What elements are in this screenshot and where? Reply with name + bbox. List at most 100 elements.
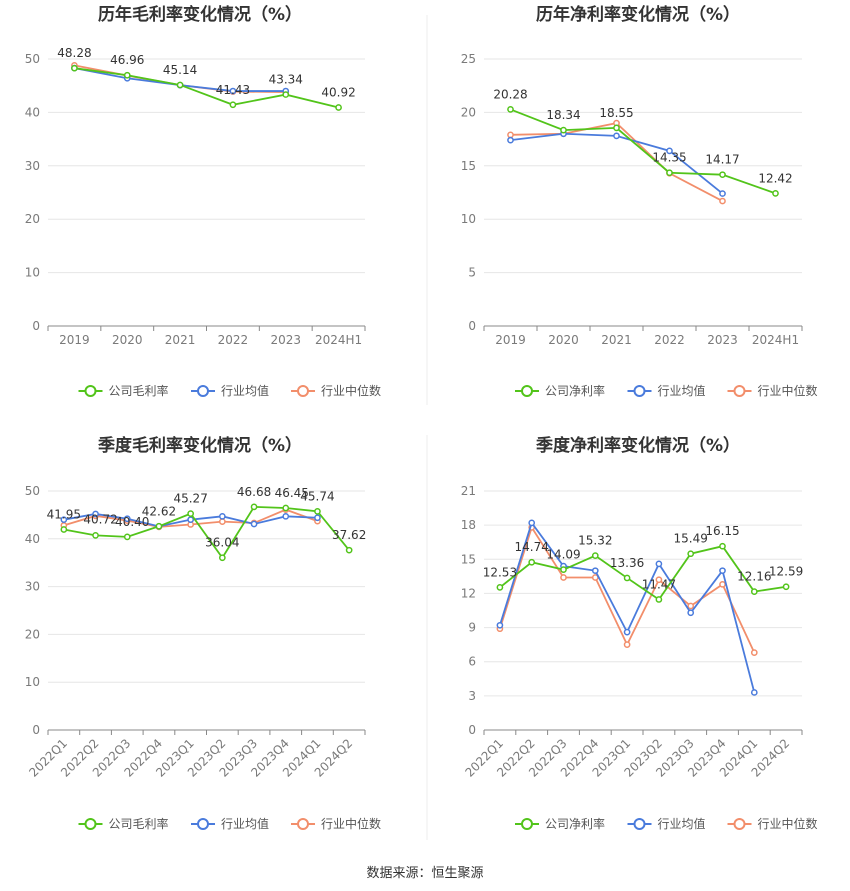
data-point-3 [655,576,663,584]
chart-title: 历年毛利率变化情况（%） [98,4,302,25]
data-point-3 [219,518,226,525]
data-label: 41.43 [216,83,250,97]
legend-item-2: 行业均值 [627,383,706,398]
data-point-1 [591,552,599,559]
y-tick-label: 0 [468,723,476,737]
legend-label: 公司毛利率 [109,383,169,398]
legend-item-1: 公司毛利率 [78,816,169,831]
chart-4: 季度净利率变化情况（%）0369121518212022Q12022Q22022… [461,435,818,831]
data-point-1 [623,574,631,582]
legend-item-1: 公司毛利率 [78,383,169,398]
data-point-2 [507,136,514,144]
legend-marker [633,818,646,830]
data-source: 数据来源：恒生聚源 [366,866,484,881]
legend-marker [197,818,209,830]
series-line-1 [63,505,350,560]
data-label: 36.04 [205,536,239,550]
data-label: 16.15 [705,524,739,538]
data-point-1 [528,558,536,566]
y-tick-label: 12 [461,586,476,600]
legend-item-1: 公司净利率 [515,816,605,831]
y-tick-label: 30 [25,159,40,173]
data-point-1 [613,124,620,132]
legend-label: 行业中位数 [758,816,818,831]
data-point-1 [560,126,567,134]
legend-label: 行业均值 [658,816,706,831]
legend-marker [633,385,646,397]
legend-item-3: 行业中位数 [727,816,818,831]
data-point-3 [507,131,514,139]
x-tick-label: 2024H1 [752,333,799,347]
data-point-3 [719,580,726,588]
x-tick-label: 2023 [270,333,301,347]
data-point-1 [719,542,726,550]
data-point-1 [666,169,673,177]
data-point-2 [314,514,321,522]
legend-item-3: 行业中位数 [291,816,381,831]
y-tick-label: 15 [461,159,476,173]
data-point-2 [687,609,695,617]
legend-label: 行业均值 [658,383,706,398]
legend-label: 公司净利率 [545,816,605,831]
data-point-1 [772,190,779,197]
data-label: 46.68 [237,485,271,499]
chart-3: 季度毛利率变化情况（%）010203040502022Q12022Q22022Q… [25,435,381,831]
legend-label: 公司净利率 [545,383,605,398]
y-tick-label: 15 [461,552,476,566]
data-label: 14.74 [515,540,549,554]
data-point-1 [71,64,78,72]
data-label: 45.27 [173,492,207,506]
legend-marker [84,385,97,397]
data-point-1 [719,171,726,179]
data-label: 12.59 [769,565,803,579]
legend-item-2: 行业均值 [627,816,706,831]
data-point-1 [314,508,321,515]
data-label: 14.17 [705,153,739,167]
y-tick-label: 50 [25,484,40,498]
data-point-1 [282,91,290,98]
y-tick-label: 21 [461,484,476,498]
data-point-1 [560,566,567,573]
data-point-1 [507,106,514,113]
data-point-1 [123,71,131,79]
data-point-2 [528,519,536,527]
x-tick-label: 2021 [601,333,632,347]
data-label: 20.28 [493,87,527,101]
data-point-2 [591,567,599,575]
data-label: 15.49 [674,532,708,546]
chart-1: 历年毛利率变化情况（%） 0 10 20 30 40 50 2019 2020 2021 2022 2… [25,4,381,398]
x-tick-label: 2020 [548,333,579,347]
legend-label: 行业中位数 [321,383,381,398]
x-tick-label: 2020 [112,333,143,347]
data-point-3 [750,649,758,656]
data-point-2 [655,560,663,568]
legend-item-2: 行业均值 [191,383,269,398]
data-label: 13.36 [610,556,644,570]
data-point-2 [719,567,726,575]
data-label: 40.72 [83,512,117,526]
legend-item-2: 行业均值 [191,816,269,831]
x-tick-label: 2019 [59,333,90,347]
y-tick-label: 10 [25,675,40,689]
data-point-1 [345,546,353,554]
y-tick-label: 6 [468,655,476,669]
y-tick-label: 0 [468,319,476,333]
data-point-2 [229,87,237,95]
legend-item-3: 行业中位数 [727,383,818,398]
data-label: 12.16 [737,570,771,584]
data-point-2 [250,520,258,528]
data-point-3 [719,197,726,205]
data-label: 42.62 [142,504,176,518]
data-point-1 [687,550,695,558]
data-label: 12.53 [483,565,517,579]
data-point-1 [335,104,342,111]
data-point-1 [496,584,504,591]
legend-marker [521,818,533,830]
data-point-1 [155,522,163,530]
data-point-1 [782,583,790,591]
data-point-1 [60,526,68,533]
legend-marker [297,818,309,830]
chart-title: 历年净利率变化情况（%） [536,4,740,25]
data-point-2 [92,510,99,518]
